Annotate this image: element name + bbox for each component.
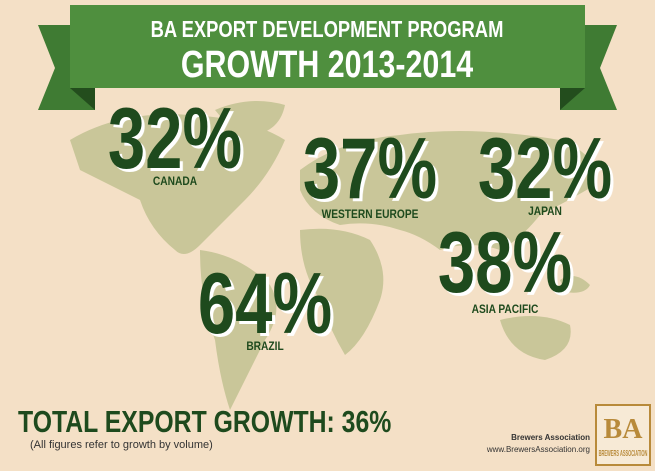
region: 32% [478,121,612,217]
world-map [70,101,596,410]
region-value: 64% [198,256,332,352]
region-value: 37% [303,121,437,217]
org-name: Brewers Association [511,433,590,442]
region-label-group: BRAZIL [246,340,284,353]
region-label-group: ASIA PACIFIC [472,303,539,316]
logo-text: BREWERS ASSOCIATION [599,450,648,459]
region-label: WESTERN EUROPE [322,208,419,221]
regions: 32%CANADA 37%WESTERN EUROPE 32%JAPAN38%ASI… [108,91,612,353]
region-label-group: CANADA [153,175,197,188]
total: TOTAL EXPORT GROWTH: 36% [18,404,391,438]
region: 64% [198,256,332,352]
header-subtitle: GROWTH 2013-2014 [181,44,473,86]
region-value: 38% [438,215,572,311]
region: 32% [108,91,242,187]
region-label-group: JAPAN [528,205,562,218]
org-url: www.BrewersAssociation.org [486,445,590,454]
region-value: 32% [478,121,612,217]
banner [38,5,617,110]
region-label: JAPAN [528,205,562,218]
region: 37% [303,121,437,217]
logo: BA BREWERS ASSOCIATION [595,404,651,466]
footnote: (All figures refer to growth by volume) [30,439,213,451]
region-value: 32% [108,91,242,187]
region: 38% [438,215,572,311]
region-label: ASIA PACIFIC [472,303,539,316]
region-label: CANADA [153,175,197,188]
region-label: BRAZIL [246,340,284,353]
logo-mark: BA [604,414,644,445]
header-title: BA EXPORT DEVELOPMENT PROGRAM [151,17,504,42]
region-label-group: WESTERN EUROPE [322,208,419,221]
